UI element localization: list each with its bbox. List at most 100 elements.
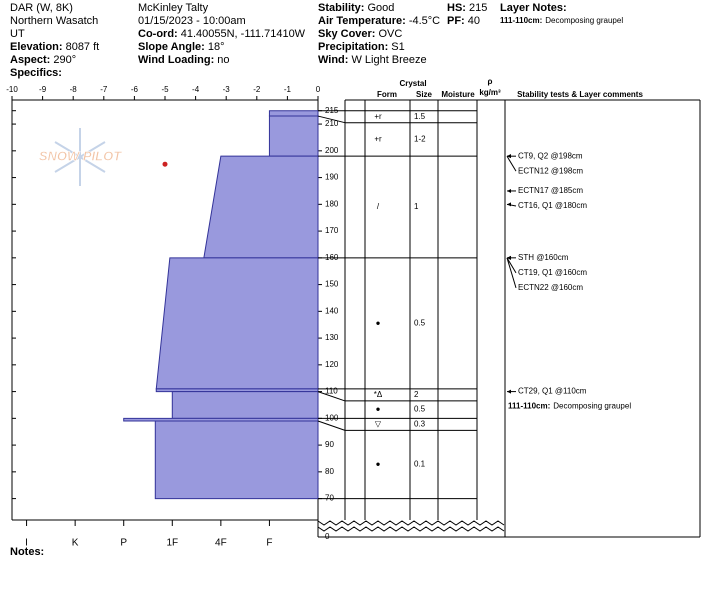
y-tick-label: 210 bbox=[325, 119, 339, 128]
grain-form: +r bbox=[374, 135, 382, 144]
header-field: Specifics: bbox=[10, 67, 62, 79]
grain-form: ● bbox=[376, 460, 381, 469]
layer-connector bbox=[317, 420, 346, 431]
grain-size: 0.1 bbox=[414, 460, 426, 469]
field-value: 40 bbox=[468, 15, 480, 27]
field-value: 8087 ft bbox=[66, 41, 100, 53]
field-value: 290° bbox=[53, 54, 76, 66]
stability-test: ECTN12 @198cm bbox=[518, 166, 583, 175]
header-field: Slope Angle: 18° bbox=[138, 41, 224, 53]
layer-comment: 111-110cm: Decomposing graupel bbox=[508, 402, 631, 411]
field-value: 18° bbox=[208, 41, 225, 53]
grain-size: 0.5 bbox=[414, 318, 426, 327]
grain-form: +r bbox=[374, 112, 382, 121]
field-label: Stability: bbox=[318, 2, 364, 14]
temperature-point bbox=[162, 161, 168, 167]
stability-test: CT29, Q1 @110cm bbox=[518, 387, 587, 396]
logo: SNOW PILOT bbox=[39, 128, 123, 186]
field-label: Sky Cover: bbox=[318, 28, 375, 40]
x-tick-label: -1 bbox=[284, 85, 292, 94]
stability-test: CT19, Q1 @160cm bbox=[518, 268, 587, 277]
test-pointer-head bbox=[507, 202, 511, 207]
layer-connector bbox=[317, 115, 346, 124]
x-tick-label: -2 bbox=[253, 85, 261, 94]
field-label: Slope Angle: bbox=[138, 41, 205, 53]
header-field: Northern Wasatch bbox=[10, 15, 98, 27]
hardness-tick-label: 1F bbox=[166, 538, 178, 549]
table-header: Moisture bbox=[441, 90, 475, 99]
field-value: UT bbox=[10, 28, 25, 40]
field-label: Precipitation: bbox=[318, 41, 388, 53]
y-tick-label: 120 bbox=[325, 360, 339, 369]
field-value: no bbox=[217, 54, 229, 66]
test-pointer-head bbox=[507, 154, 511, 159]
field-label: Layer Notes: bbox=[500, 2, 567, 14]
field-label: PF: bbox=[447, 15, 465, 27]
y-tick-label: 150 bbox=[325, 280, 339, 289]
grain-form: ● bbox=[376, 405, 381, 414]
header-field: McKinley Talty bbox=[138, 2, 209, 14]
table-header: ρ bbox=[488, 77, 493, 86]
hardness-bar bbox=[123, 417, 319, 422]
field-label: Air Temperature: bbox=[318, 15, 406, 27]
x-tick-label: 0 bbox=[316, 85, 321, 94]
grain-size: 1 bbox=[414, 202, 419, 211]
grain-size: 0.5 bbox=[414, 405, 426, 414]
y-tick-label: 200 bbox=[325, 146, 339, 155]
header-field: 01/15/2023 - 10:00am bbox=[138, 15, 246, 27]
field-value: McKinley Talty bbox=[138, 2, 209, 14]
header-field: 111-110cm: Decomposing graupel bbox=[500, 16, 623, 25]
field-label: Aspect: bbox=[10, 54, 50, 66]
field-value: OVC bbox=[378, 28, 402, 40]
stability-test: ECTN17 @185cm bbox=[518, 186, 583, 195]
header-field: Precipitation: S1 bbox=[318, 41, 405, 53]
logo-text: SNOW PILOT bbox=[39, 148, 122, 163]
hardness-bar bbox=[155, 388, 319, 393]
hardness-bar bbox=[155, 257, 319, 390]
header-field: Air Temperature: -4.5°C bbox=[318, 15, 440, 27]
y-tick-label: 180 bbox=[325, 199, 339, 208]
hardness-tick-label: K bbox=[72, 538, 79, 549]
header-field: Elevation: 8087 ft bbox=[10, 41, 99, 53]
hardness-tick-label: 4F bbox=[215, 538, 227, 549]
hardness-tick-label: F bbox=[266, 538, 272, 549]
hardness-bar bbox=[154, 420, 319, 500]
field-value: 01/15/2023 - 10:00am bbox=[138, 15, 246, 27]
hardness-bar bbox=[203, 155, 319, 259]
y-tick-label: 80 bbox=[325, 467, 334, 476]
table-header: Size bbox=[416, 90, 433, 99]
x-tick-label: -6 bbox=[131, 85, 139, 94]
header-field: Stability: Good bbox=[318, 2, 394, 14]
test-pointer-head bbox=[507, 389, 511, 394]
table-header: Crystal bbox=[399, 79, 426, 88]
header-field: UT bbox=[10, 28, 25, 40]
header-field: Wind Loading: no bbox=[138, 54, 230, 66]
table-header: Stability tests & Layer comments bbox=[517, 90, 643, 99]
hardness-tick-label: P bbox=[120, 538, 127, 549]
stability-test: CT9, Q2 @198cm bbox=[518, 151, 583, 160]
grain-form: ▽ bbox=[375, 419, 382, 428]
y-tick-label: 190 bbox=[325, 173, 339, 182]
stability-test: STH @160cm bbox=[518, 253, 569, 262]
field-value: DAR (W, 8K) bbox=[10, 2, 73, 14]
y-tick-label: 110 bbox=[325, 387, 338, 396]
grain-size: 1-2 bbox=[414, 135, 426, 144]
table-header: kg/m³ bbox=[479, 88, 501, 97]
notes-label: Notes: bbox=[10, 546, 44, 558]
field-label: Elevation: bbox=[10, 41, 63, 53]
grain-size: 2 bbox=[414, 390, 419, 399]
field-value: Decomposing graupel bbox=[553, 402, 631, 411]
grain-form: / bbox=[377, 202, 380, 211]
y-tick-label: 140 bbox=[325, 306, 339, 315]
x-tick-label: -4 bbox=[192, 85, 200, 94]
header-field: DAR (W, 8K) bbox=[10, 2, 73, 14]
field-value: Northern Wasatch bbox=[10, 15, 98, 27]
test-pointer-head bbox=[507, 255, 511, 260]
hardness-bar bbox=[268, 115, 319, 157]
x-tick-label: -3 bbox=[223, 85, 231, 94]
y-tick-label: 130 bbox=[325, 333, 339, 342]
x-tick-label: -5 bbox=[161, 85, 169, 94]
field-label: 111-110cm: bbox=[500, 16, 542, 25]
test-pointer-head bbox=[507, 188, 511, 193]
